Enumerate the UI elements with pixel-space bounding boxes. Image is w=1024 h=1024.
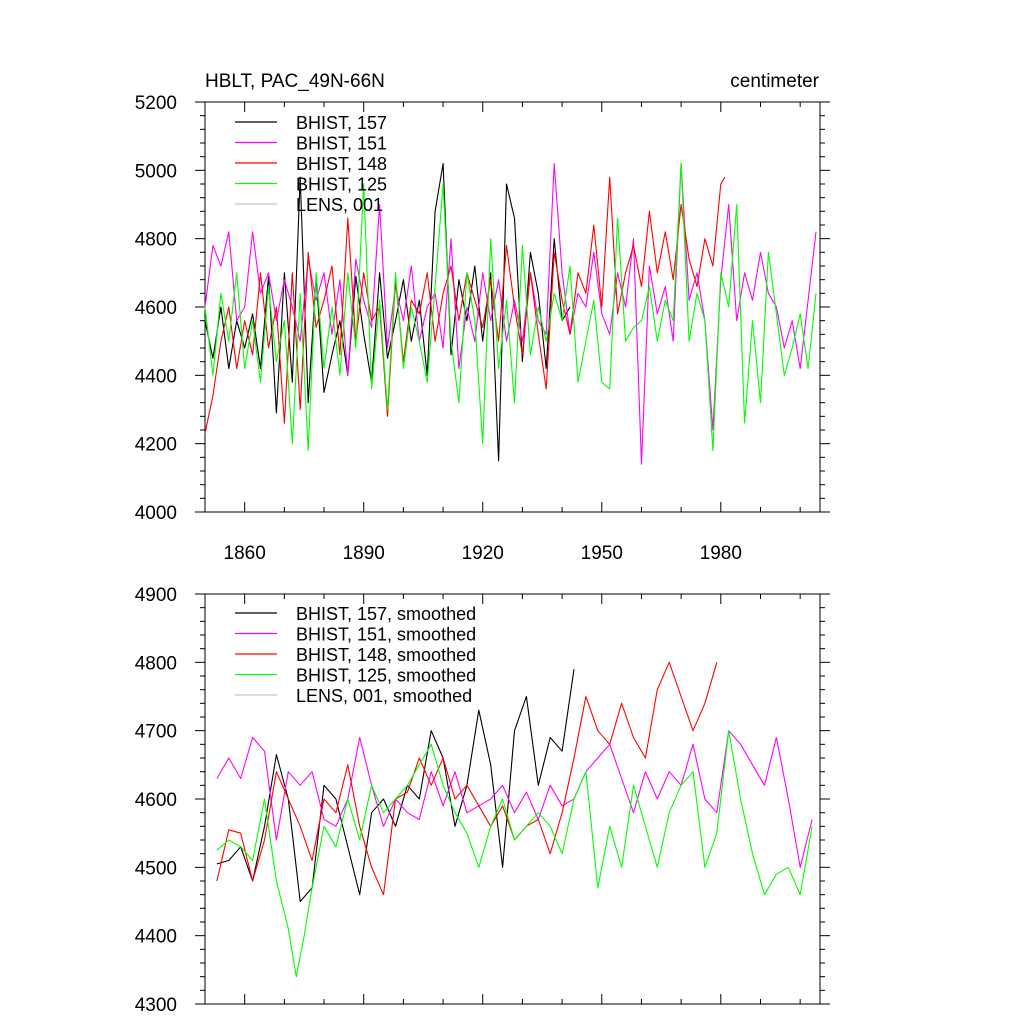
legend-label: BHIST, 157: [296, 113, 387, 133]
legend-label: BHIST, 148: [296, 154, 387, 174]
series-line-2: [216, 661, 718, 896]
legend-label: BHIST, 125, smoothed: [296, 666, 476, 686]
y-tick-label: 4900: [135, 585, 177, 606]
legend-label: BHIST, 151, smoothed: [296, 625, 476, 645]
legend-label: BHIST, 125: [296, 175, 387, 195]
y-tick-label: 4600: [135, 790, 177, 811]
bottom-panel: 4300 4400 4500 4600 4700 4800 4900 BHIST, 157, …: [135, 585, 830, 1016]
chart-title: HBLT, PAC_49N-66N: [205, 71, 385, 92]
y-tick-label: 4300: [135, 995, 177, 1016]
y-tick-label: 4400: [135, 366, 177, 387]
y-tick-label: 5000: [135, 161, 177, 182]
legend-label: BHIST, 148, smoothed: [296, 645, 476, 665]
y-tick-label: 4400: [135, 927, 177, 948]
x-tick-label: 1920: [462, 543, 504, 564]
top-panel: 1860 1890 1920 1950 1980 4000 4200 4400 4600 4800…: [135, 71, 830, 564]
legend-label: BHIST, 157, smoothed: [296, 604, 476, 624]
series-line-0: [216, 669, 575, 903]
x-tick-label: 1950: [581, 543, 623, 564]
y-tick-label: 4800: [135, 230, 177, 251]
y-tick-label: 4600: [135, 298, 177, 319]
y-tick-label: 4700: [135, 722, 177, 743]
y-tick-label: 4200: [135, 435, 177, 456]
legend-label: LENS, 001, smoothed: [296, 686, 472, 706]
series-line-3: [216, 730, 813, 978]
legend-label: LENS, 001: [296, 195, 383, 215]
x-tick-label: 1860: [224, 543, 266, 564]
y-tick-label: 4000: [135, 503, 177, 524]
series-line-0: [204, 162, 571, 462]
y-tick-label: 4800: [135, 653, 177, 674]
series-line-3: [204, 162, 817, 452]
x-tick-label: 1890: [343, 543, 385, 564]
legend-label: BHIST, 151: [296, 134, 387, 154]
units-label: centimeter: [730, 71, 819, 92]
y-tick-label: 4500: [135, 858, 177, 879]
x-tick-label: 1980: [700, 543, 742, 564]
y-tick-label: 5200: [135, 93, 177, 114]
series-line-1: [216, 730, 813, 868]
